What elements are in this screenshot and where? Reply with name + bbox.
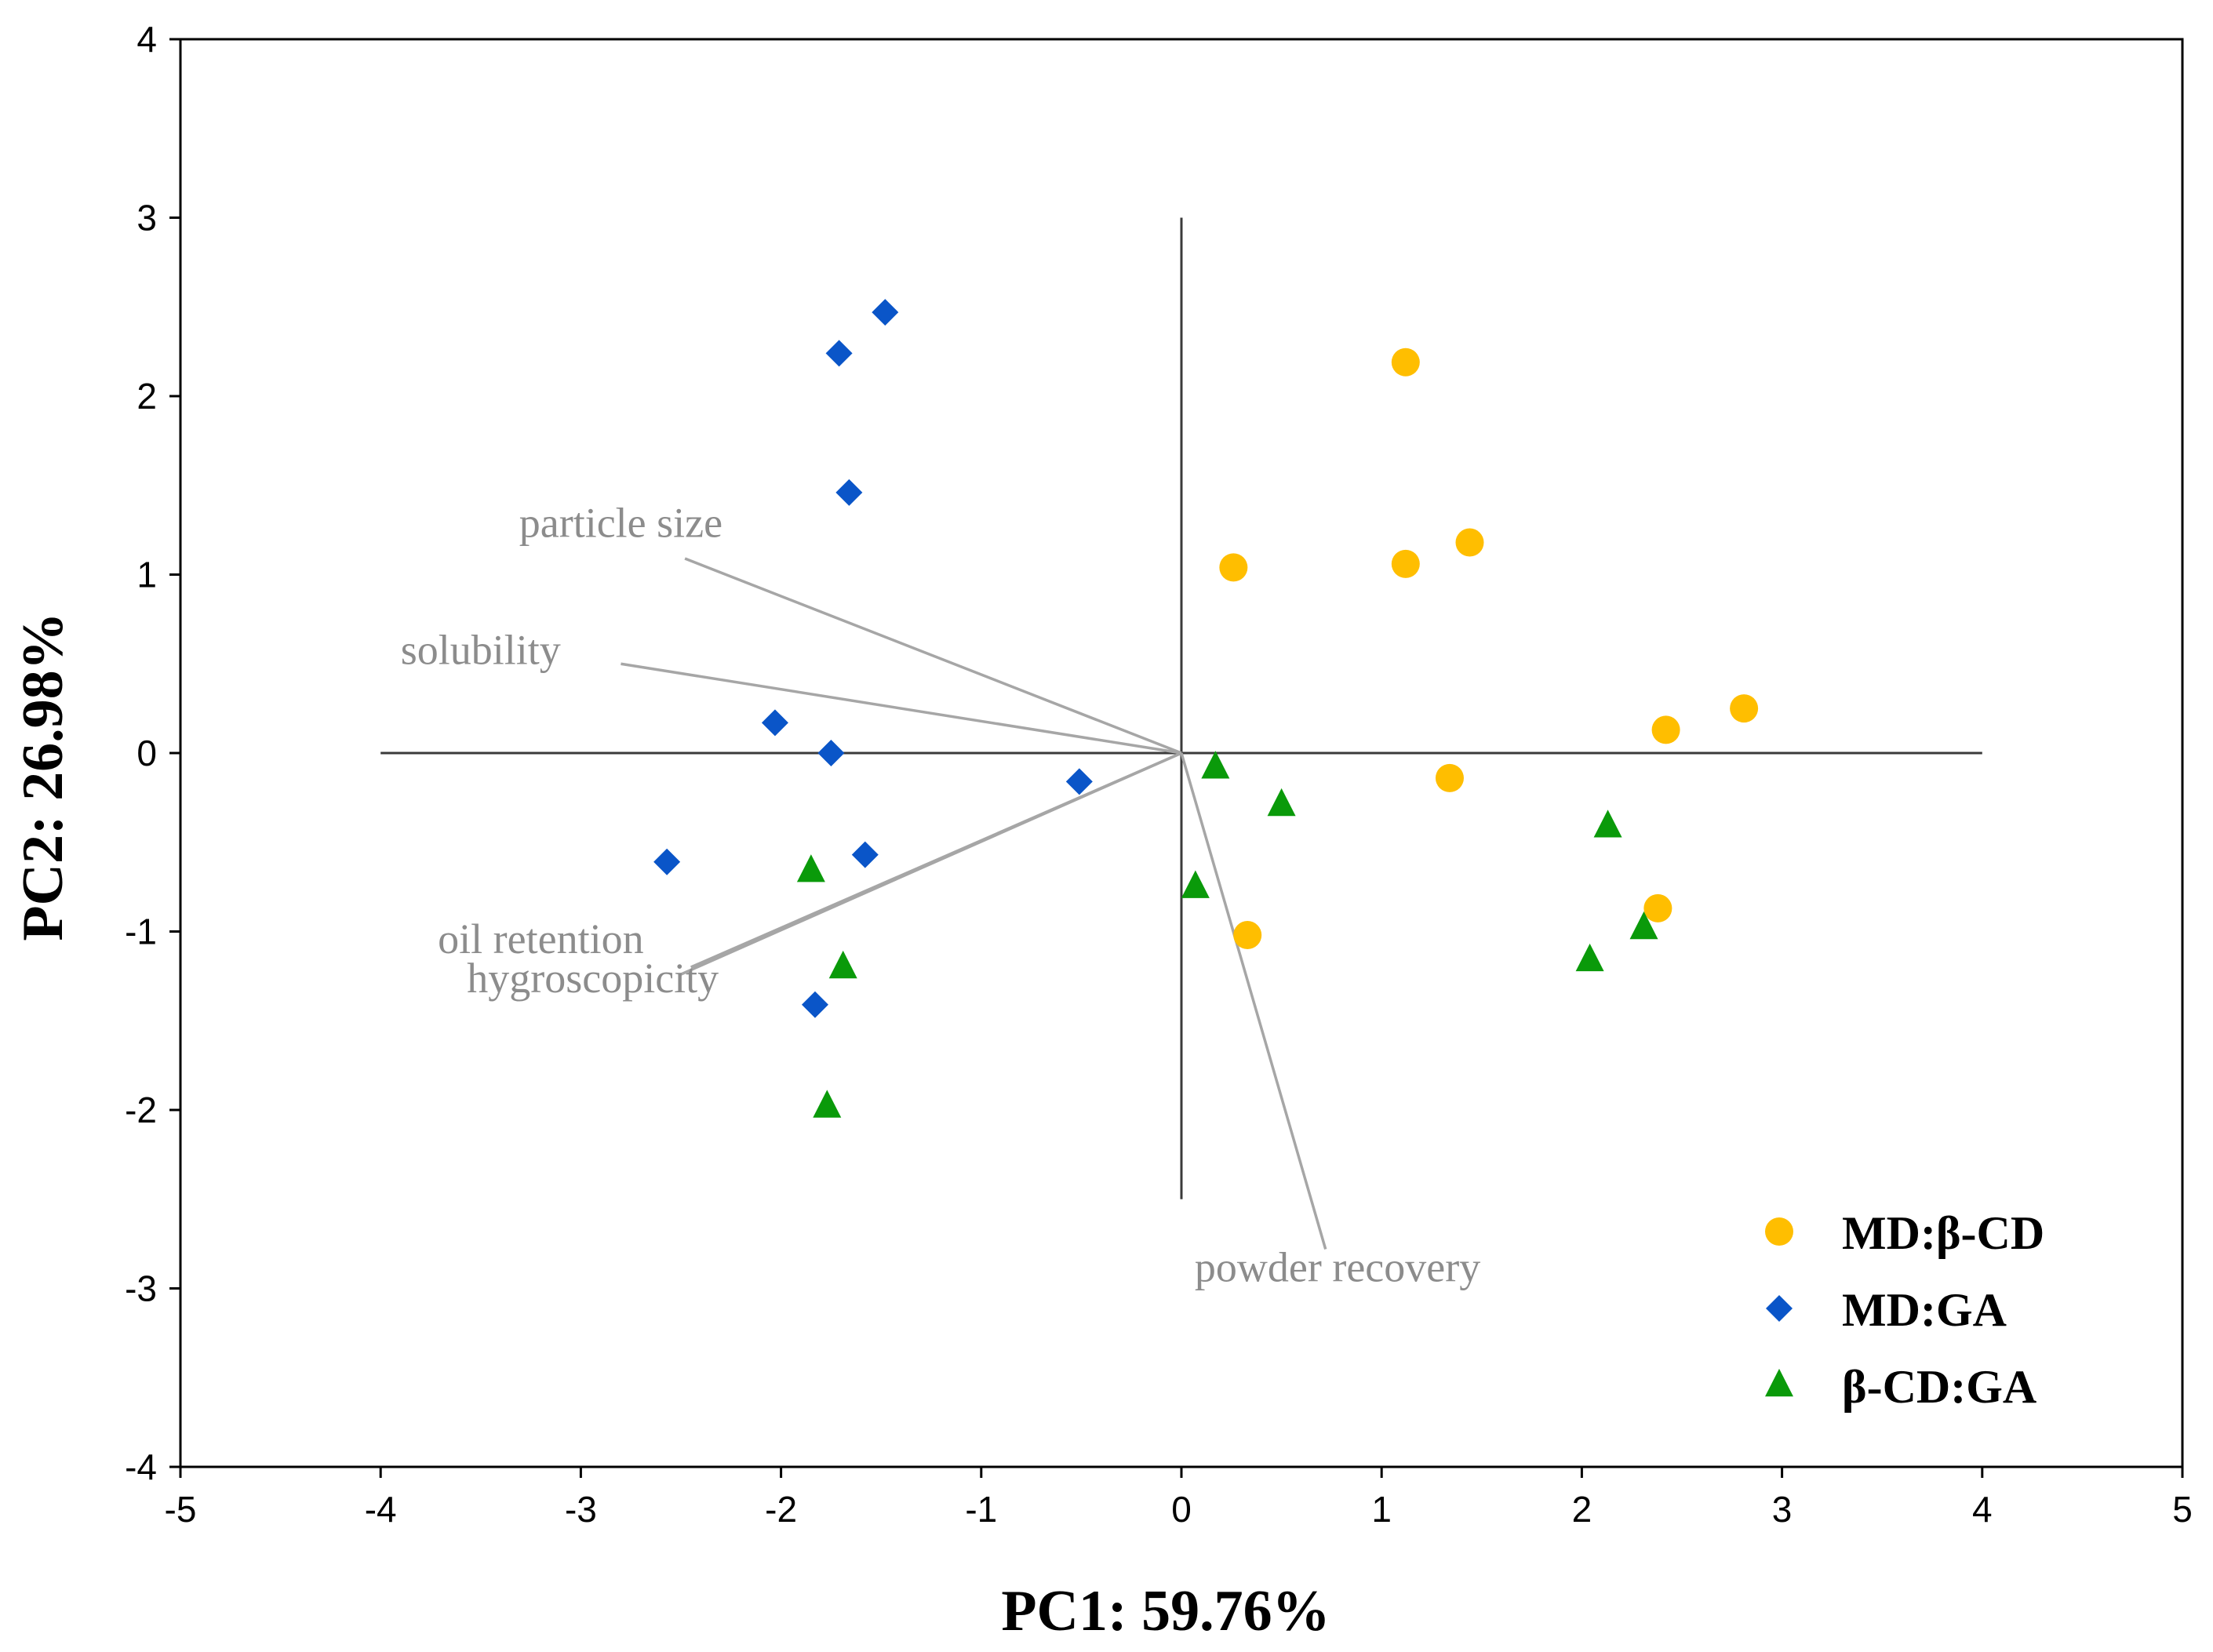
data-point-circle [1435, 763, 1464, 792]
data-point-diamond [851, 841, 879, 868]
data-point-circle [1233, 921, 1262, 950]
y-tick-label: 3 [136, 198, 157, 238]
data-point-triangle [796, 854, 825, 882]
data-point-triangle [1629, 911, 1658, 940]
loading-vector [690, 751, 1182, 969]
y-axis-title: PC2: 26.98% [11, 612, 75, 941]
data-point-diamond [1065, 768, 1093, 795]
loading-label: particle size [519, 500, 723, 547]
data-point-triangle [1201, 751, 1230, 779]
loading-vector [684, 557, 1182, 755]
data-point-circle [1651, 715, 1680, 744]
data-point-diamond [825, 340, 853, 367]
data-point-circle [1730, 694, 1759, 723]
data-point-diamond [801, 991, 828, 1018]
legend-marker-diamond [1766, 1295, 1793, 1322]
y-tick-label: 0 [136, 733, 157, 773]
data-point-circle [1391, 348, 1420, 377]
x-tick-label: 5 [2172, 1489, 2193, 1530]
y-tick-label: 2 [136, 376, 157, 417]
data-point-circle [1455, 528, 1484, 557]
x-tick-label: -4 [365, 1489, 397, 1530]
x-tick-label: 3 [1772, 1489, 1793, 1530]
x-tick-label: -1 [965, 1489, 997, 1530]
data-point-circle [1219, 553, 1248, 582]
legend-label: MD:GA [1842, 1284, 2007, 1336]
loading-label: powder recovery [1195, 1243, 1480, 1290]
data-point-diamond [761, 709, 788, 737]
legend-label: MD:β-CD [1842, 1207, 2044, 1259]
data-point-triangle [1181, 870, 1210, 898]
y-tick-label: -1 [125, 912, 157, 952]
x-tick-label: 2 [1572, 1489, 1592, 1530]
legend: MD:β-CD MD:GA β-CD:GA [1765, 1207, 2044, 1413]
data-point-diamond [872, 299, 899, 326]
y-axis-ticks: -4 -3 -2 -1 0 1 2 3 4 [125, 19, 180, 1487]
x-tick-label: 0 [1171, 1489, 1192, 1530]
x-axis-title: PC1: 59.76% [1001, 1579, 1330, 1643]
x-axis-ticks: -5 -4 -3 -2 -1 0 1 2 3 4 5 [165, 1467, 2193, 1530]
x-tick-label: 1 [1371, 1489, 1392, 1530]
data-point-diamond [835, 478, 863, 506]
x-tick-label: -2 [765, 1489, 797, 1530]
data-point-circle [1391, 549, 1420, 578]
loading-label: hygroscopicity [467, 955, 719, 1002]
loading-vector [621, 662, 1182, 755]
x-tick-label: -5 [165, 1489, 197, 1530]
loading-vector [1180, 752, 1327, 1250]
loading-label: oil retention [438, 915, 643, 962]
x-tick-label: 4 [1972, 1489, 1993, 1530]
data-point-circle [1643, 893, 1672, 922]
data-point-triangle [813, 1090, 842, 1118]
data-point-triangle [1267, 788, 1296, 817]
loading-vectors: particle size solubility oil retentionhygr… [401, 500, 1480, 1291]
data-points [653, 299, 1759, 1118]
y-tick-label: -3 [125, 1268, 157, 1309]
legend-marker-circle [1765, 1217, 1793, 1246]
loading-label: solubility [401, 626, 561, 673]
data-point-triangle [828, 950, 857, 979]
x-tick-label: -3 [565, 1489, 597, 1530]
y-tick-label: 1 [136, 555, 157, 595]
legend-label: β-CD:GA [1842, 1361, 2036, 1413]
data-point-diamond [653, 848, 681, 875]
data-point-triangle [1575, 943, 1604, 972]
y-tick-label: -2 [125, 1090, 157, 1130]
data-point-diamond [817, 740, 845, 766]
y-tick-label: -4 [125, 1446, 157, 1487]
y-tick-label: 4 [136, 19, 157, 60]
data-point-triangle [1593, 810, 1622, 838]
legend-marker-triangle [1765, 1368, 1793, 1397]
